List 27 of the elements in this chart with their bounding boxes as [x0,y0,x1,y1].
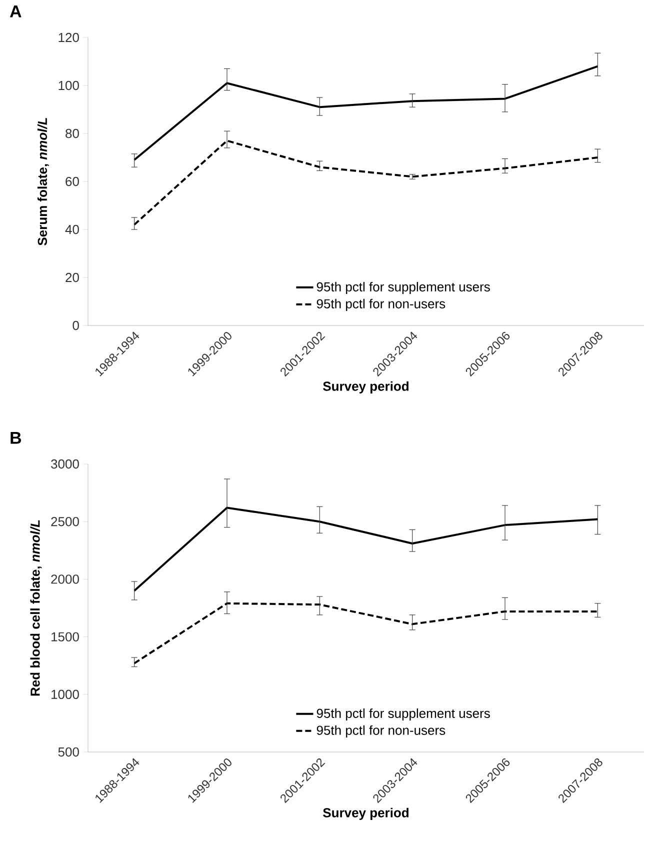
line-series [133,65,599,161]
chart-title: B [10,432,22,444]
line-series [133,506,599,592]
y-tick-label: 40 [65,224,80,234]
legend-label: 95th pctl for supplement users [317,282,490,294]
legend-label: 95th pctl for non-users [317,298,446,311]
y-tick-label: 3000 [51,459,80,469]
y-tick-label: 500 [58,747,80,757]
line-series [133,140,599,226]
y-tick-label: 100 [58,80,80,90]
y-tick-label: 1000 [52,690,80,699]
y-axis-title: Red blood cell folate, nmol/L [30,520,42,696]
y-tick-label: 80 [66,128,80,138]
y-axis-title: Serum folate, nmol/L [38,118,50,246]
y-tick-label: 120 [58,32,80,42]
legend-label: 95th pctl for non-users [317,725,446,738]
y-tick-label: 20 [66,272,80,282]
line-series [133,602,599,664]
y-tick-label: 1500 [52,632,80,642]
chart-title: A [10,6,22,18]
y-tick-label: 60 [66,176,80,186]
legend-label: 95th pctl for supplement users [317,708,490,721]
y-tick-label: 2500 [51,516,80,526]
y-tick-label: 0 [72,320,80,330]
x-axis-title: Survey period [323,381,409,394]
y-tick-label: 2000 [51,574,80,584]
x-axis-title: Survey period [323,808,409,820]
